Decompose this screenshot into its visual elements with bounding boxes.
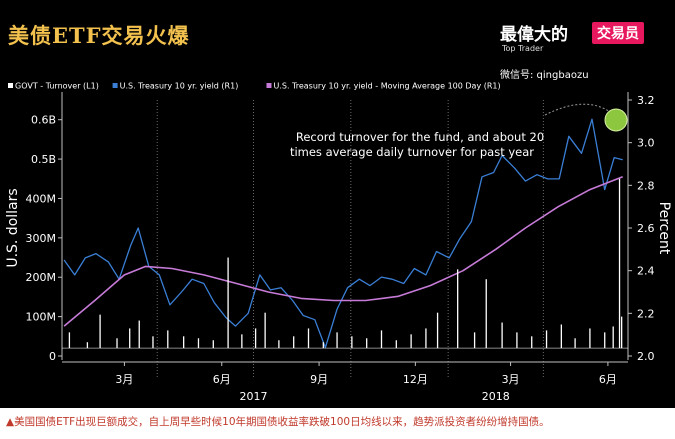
image-caption: ▲美国国债ETF出现巨额成交，自上周早些时候10年期国债收益率跌破100日均线以… [6,416,550,428]
legend-label-1: U.S. Treasury 10 yr. yield (R1) [120,82,239,91]
plot-area [62,118,628,349]
annotation-line-2: times average daily turnover for past ye… [290,145,534,159]
left-axis: 0 100M 200M 300M 400M 0.5B 0.6B U.S. dollars [5,92,63,363]
grid [156,100,544,378]
left-tick-label-0: 0 [49,350,56,363]
right-tick-label-0: 2.0 [637,350,655,363]
legend-swatch-2 [266,83,272,88]
x-tick-label-1: 6月 [213,373,231,386]
right-tick-label-5: 3.0 [637,137,655,150]
x-tick-label-4: 3月 [502,373,520,386]
x-tick-label-2: 9月 [310,373,328,386]
annotation-highlight-circle [604,108,628,132]
moving-average-line [63,176,623,327]
x-tick-label-5: 6月 [599,373,617,386]
legend-swatch-1 [112,83,118,88]
chart-panel: 美债ETF交易火爆 最偉大的 交易员 Top Trader 微信号: qingb… [0,0,675,408]
x-tick-label-3: 12月 [403,373,428,386]
left-tick-label-6: 0.6B [31,114,56,127]
x-tick-label-0: 3月 [115,373,133,386]
left-axis-title: U.S. dollars [5,188,21,267]
left-tick-label-5: 0.5B [31,153,56,166]
brand-name: 最偉大的 [500,25,568,45]
legend-label-0: GOVT - Turnover (L1) [15,82,99,91]
chart-title: 美债ETF交易火爆 [8,23,190,48]
wechat-id: 微信号: qingbaozu [500,70,589,81]
legend-label-2: U.S. Treasury 10 yr. yield - Moving Aver… [273,82,500,91]
right-tick-label-2: 2.4 [637,265,655,278]
brand-subtitle: Top Trader [502,44,544,53]
left-tick-label-2: 200M [26,271,57,284]
yield-line [63,118,623,349]
legend: GOVT - Turnover (L1) U.S. Treasury 10 yr.… [8,82,501,91]
right-axis-title: Percent [656,202,672,255]
annotation-arc [544,103,611,116]
legend-swatch-0 [8,83,13,88]
x-year-label-0: 2017 [239,390,267,403]
right-tick-label-4: 2.8 [637,179,655,192]
x-axis: 3月 6月 9月 12月 3月 6月 2017 2018 [62,361,628,403]
left-tick-label-4: 400M [26,192,57,205]
x-year-label-1: 2018 [482,390,510,403]
annotation: Record turnover for the fund, and about … [290,103,628,159]
brand-badge: 交易员 [592,22,644,44]
right-tick-label-1: 2.2 [637,307,655,320]
left-tick-label-3: 300M [26,232,57,245]
right-axis: 2.0 2.2 2.4 2.6 2.8 3.0 3.2 Percent [627,92,672,363]
brand-block: 最偉大的 交易员 Top Trader 微信号: qingbaozu [500,20,670,81]
right-tick-label-3: 2.6 [637,222,655,235]
annotation-line-1: Record turnover for the fund, and about … [296,130,544,144]
right-tick-label-6: 3.2 [637,94,655,107]
chart-svg: GOVT - Turnover (L1) U.S. Treasury 10 yr.… [5,82,672,404]
left-tick-label-1: 100M [26,311,57,324]
